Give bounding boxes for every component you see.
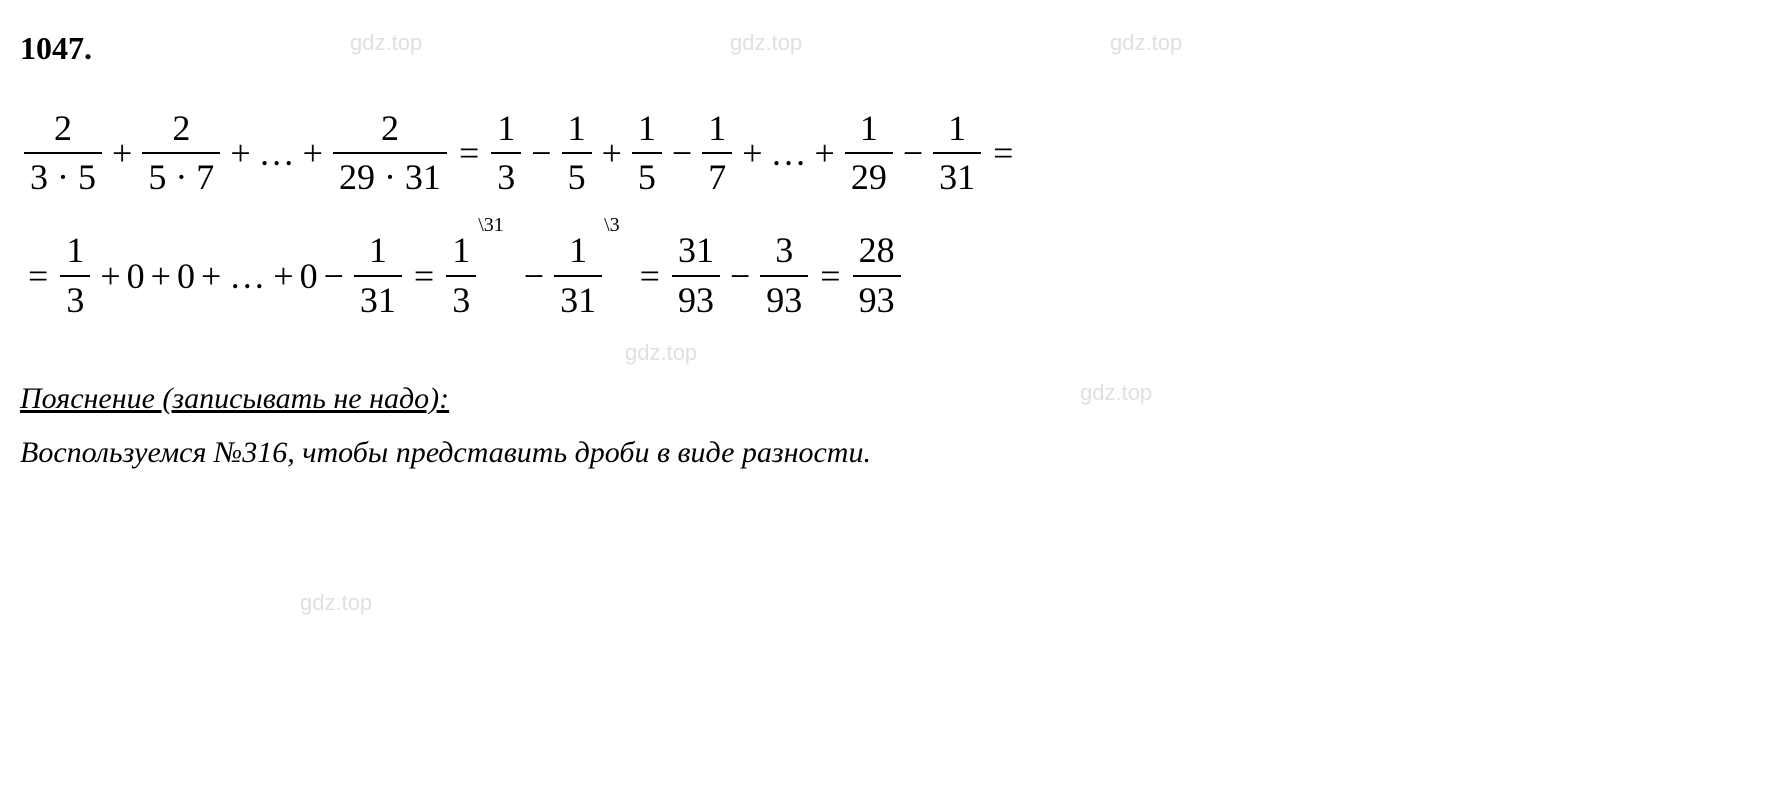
- plus-operator: +: [273, 255, 293, 297]
- denominator: 3: [60, 275, 90, 322]
- denominator: 3: [491, 152, 521, 199]
- ellipsis: …: [229, 255, 265, 297]
- fraction: 31 93: [672, 229, 720, 321]
- equals-operator: =: [993, 132, 1013, 174]
- plus-operator: +: [303, 132, 323, 174]
- plus-operator: +: [151, 255, 171, 297]
- explanation-section: Пояснение (записывать не надо): Воспольз…: [20, 382, 1771, 470]
- numerator: 31: [672, 229, 720, 274]
- fraction: 1 3: [491, 107, 521, 199]
- fraction: 1 3: [60, 229, 90, 321]
- numerator: 2: [166, 107, 196, 152]
- numerator: 28: [853, 229, 901, 274]
- fraction: 2 5 · 7: [142, 107, 220, 199]
- numerator: 1: [60, 229, 90, 274]
- multiplier-superscript: \31: [478, 214, 504, 237]
- zero-term: 0: [177, 255, 195, 297]
- fraction: 1 31: [933, 107, 981, 199]
- minus-operator: −: [730, 255, 750, 297]
- equation-line-1: 2 3 · 5 + 2 5 · 7 + … + 2 29 · 31 = 1 3 …: [20, 107, 1771, 199]
- denominator: 31: [354, 275, 402, 322]
- equals-operator: =: [640, 255, 660, 297]
- ellipsis: …: [259, 132, 295, 174]
- zero-term: 0: [300, 255, 318, 297]
- denominator: 93: [760, 275, 808, 322]
- minus-operator: −: [672, 132, 692, 174]
- denominator: 7: [702, 152, 732, 199]
- fraction-with-multiplier: 1 3 \31: [442, 229, 504, 321]
- numerator: 1: [491, 107, 521, 152]
- fraction: 1 31: [554, 229, 602, 321]
- equation-line-2: = 1 3 + 0 + 0 + … + 0 − 1 31 = 1 3 \31 −…: [20, 229, 1771, 321]
- fraction: 1 5: [632, 107, 662, 199]
- fraction: 1 3: [446, 229, 476, 321]
- denominator: 93: [672, 275, 720, 322]
- minus-operator: −: [324, 255, 344, 297]
- numerator: 1: [562, 107, 592, 152]
- minus-operator: −: [524, 255, 544, 297]
- numerator: 3: [769, 229, 799, 274]
- numerator: 1: [563, 229, 593, 274]
- numerator: 1: [702, 107, 732, 152]
- denominator: 5: [632, 152, 662, 199]
- fraction: 1 7: [702, 107, 732, 199]
- denominator: 5: [562, 152, 592, 199]
- denominator: 29 · 31: [333, 152, 447, 199]
- numerator: 1: [854, 107, 884, 152]
- problem-number: 1047.: [20, 30, 1771, 67]
- denominator: 31: [933, 152, 981, 199]
- fraction: 28 93: [853, 229, 901, 321]
- denominator: 3: [446, 275, 476, 322]
- denominator: 31: [554, 275, 602, 322]
- fraction: 2 3 · 5: [24, 107, 102, 199]
- explanation-text: Воспользуемся №316, чтобы представить др…: [20, 436, 1771, 470]
- fraction-with-multiplier: 1 31 \3: [550, 229, 620, 321]
- plus-operator: +: [815, 132, 835, 174]
- minus-operator: −: [531, 132, 551, 174]
- minus-operator: −: [903, 132, 923, 174]
- ellipsis: …: [771, 132, 807, 174]
- explanation-title: Пояснение (записывать не надо):: [20, 382, 1771, 416]
- plus-operator: +: [602, 132, 622, 174]
- multiplier-superscript: \3: [604, 214, 620, 237]
- equals-operator: =: [28, 255, 48, 297]
- fraction: 1 29: [845, 107, 893, 199]
- denominator: 5 · 7: [142, 152, 220, 199]
- fraction: 1 5: [562, 107, 592, 199]
- numerator: 1: [632, 107, 662, 152]
- numerator: 1: [942, 107, 972, 152]
- denominator: 29: [845, 152, 893, 199]
- zero-term: 0: [127, 255, 145, 297]
- numerator: 2: [48, 107, 78, 152]
- equals-operator: =: [820, 255, 840, 297]
- watermark: gdz.top: [300, 590, 372, 616]
- numerator: 2: [375, 107, 405, 152]
- equals-operator: =: [459, 132, 479, 174]
- numerator: 1: [363, 229, 393, 274]
- plus-operator: +: [230, 132, 250, 174]
- plus-operator: +: [201, 255, 221, 297]
- plus-operator: +: [112, 132, 132, 174]
- fraction: 3 93: [760, 229, 808, 321]
- equals-operator: =: [414, 255, 434, 297]
- numerator: 1: [446, 229, 476, 274]
- fraction: 1 31: [354, 229, 402, 321]
- denominator: 3 · 5: [24, 152, 102, 199]
- plus-operator: +: [742, 132, 762, 174]
- denominator: 93: [853, 275, 901, 322]
- plus-operator: +: [100, 255, 120, 297]
- fraction: 2 29 · 31: [333, 107, 447, 199]
